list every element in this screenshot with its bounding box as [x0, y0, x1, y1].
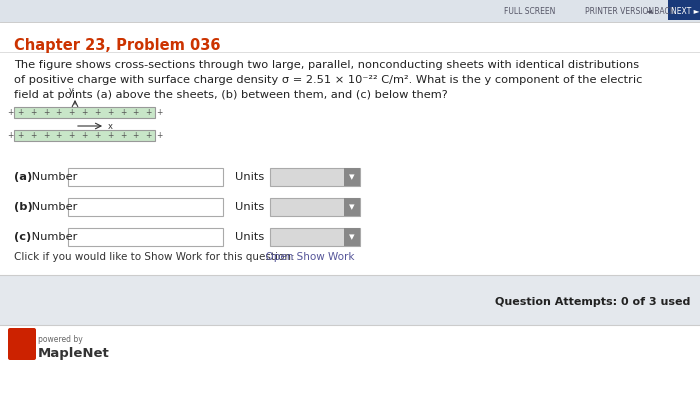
Text: +: + — [156, 131, 162, 140]
Text: +: + — [56, 131, 62, 140]
Text: +: + — [69, 131, 75, 140]
Text: +: + — [94, 131, 101, 140]
FancyBboxPatch shape — [14, 107, 155, 118]
FancyBboxPatch shape — [0, 275, 700, 325]
Text: +: + — [120, 108, 126, 117]
Text: ▾: ▾ — [349, 202, 355, 212]
Text: +: + — [7, 131, 13, 140]
Text: powered by: powered by — [38, 336, 83, 344]
Text: +: + — [132, 131, 139, 140]
Text: +: + — [132, 108, 139, 117]
Text: +: + — [56, 108, 62, 117]
FancyBboxPatch shape — [68, 198, 223, 216]
Text: MapleNet: MapleNet — [38, 348, 110, 361]
Text: +: + — [7, 108, 13, 117]
FancyBboxPatch shape — [344, 168, 360, 186]
FancyBboxPatch shape — [8, 328, 36, 360]
Text: Click if you would like to Show Work for this question:: Click if you would like to Show Work for… — [14, 252, 295, 262]
Text: +: + — [81, 131, 88, 140]
Text: NEXT ►: NEXT ► — [671, 6, 699, 15]
FancyBboxPatch shape — [68, 168, 223, 186]
Text: Question Attempts: 0 of 3 used: Question Attempts: 0 of 3 used — [495, 297, 690, 307]
Text: Chapter 23, Problem 036: Chapter 23, Problem 036 — [14, 38, 220, 53]
Text: +: + — [43, 131, 49, 140]
FancyBboxPatch shape — [270, 228, 360, 246]
Text: +: + — [156, 108, 162, 117]
Text: +: + — [146, 131, 152, 140]
Text: PRINTER VERSION: PRINTER VERSION — [585, 6, 654, 15]
Text: Number: Number — [28, 202, 78, 212]
FancyBboxPatch shape — [344, 228, 360, 246]
FancyBboxPatch shape — [668, 0, 700, 20]
Text: ◄ BACK: ◄ BACK — [645, 6, 674, 15]
Text: +: + — [107, 108, 113, 117]
FancyBboxPatch shape — [270, 198, 360, 216]
Text: y: y — [69, 86, 74, 95]
Text: +: + — [146, 108, 152, 117]
Text: +: + — [30, 108, 36, 117]
Text: (a): (a) — [14, 172, 32, 182]
Text: ▾: ▾ — [349, 172, 355, 182]
Text: Units: Units — [235, 172, 265, 182]
Text: +: + — [18, 108, 24, 117]
Text: Number: Number — [28, 172, 78, 182]
Text: (c): (c) — [14, 232, 32, 242]
Text: +: + — [120, 131, 126, 140]
Text: Units: Units — [235, 232, 265, 242]
Text: of positive charge with surface charge density σ = 2.51 × 10⁻²² C/m². What is th: of positive charge with surface charge d… — [14, 75, 643, 85]
Text: ▾: ▾ — [349, 232, 355, 242]
Text: x: x — [108, 121, 113, 130]
Text: +: + — [81, 108, 88, 117]
Text: Units: Units — [235, 202, 265, 212]
Text: +: + — [69, 108, 75, 117]
FancyBboxPatch shape — [344, 198, 360, 216]
Text: +: + — [94, 108, 101, 117]
Text: +: + — [30, 131, 36, 140]
Text: +: + — [107, 131, 113, 140]
Text: field at points (a) above the sheets, (b) between them, and (c) below them?: field at points (a) above the sheets, (b… — [14, 90, 448, 100]
Text: (b): (b) — [14, 202, 33, 212]
FancyBboxPatch shape — [68, 228, 223, 246]
FancyBboxPatch shape — [270, 168, 360, 186]
Text: The figure shows cross-sections through two large, parallel, nonconducting sheet: The figure shows cross-sections through … — [14, 60, 639, 70]
FancyBboxPatch shape — [0, 22, 700, 290]
FancyBboxPatch shape — [0, 0, 700, 22]
Text: +: + — [43, 108, 49, 117]
Text: Open Show Work: Open Show Work — [259, 252, 354, 262]
Text: FULL SCREEN: FULL SCREEN — [504, 6, 556, 15]
Text: Number: Number — [28, 232, 78, 242]
FancyBboxPatch shape — [14, 130, 155, 141]
Text: +: + — [18, 131, 24, 140]
